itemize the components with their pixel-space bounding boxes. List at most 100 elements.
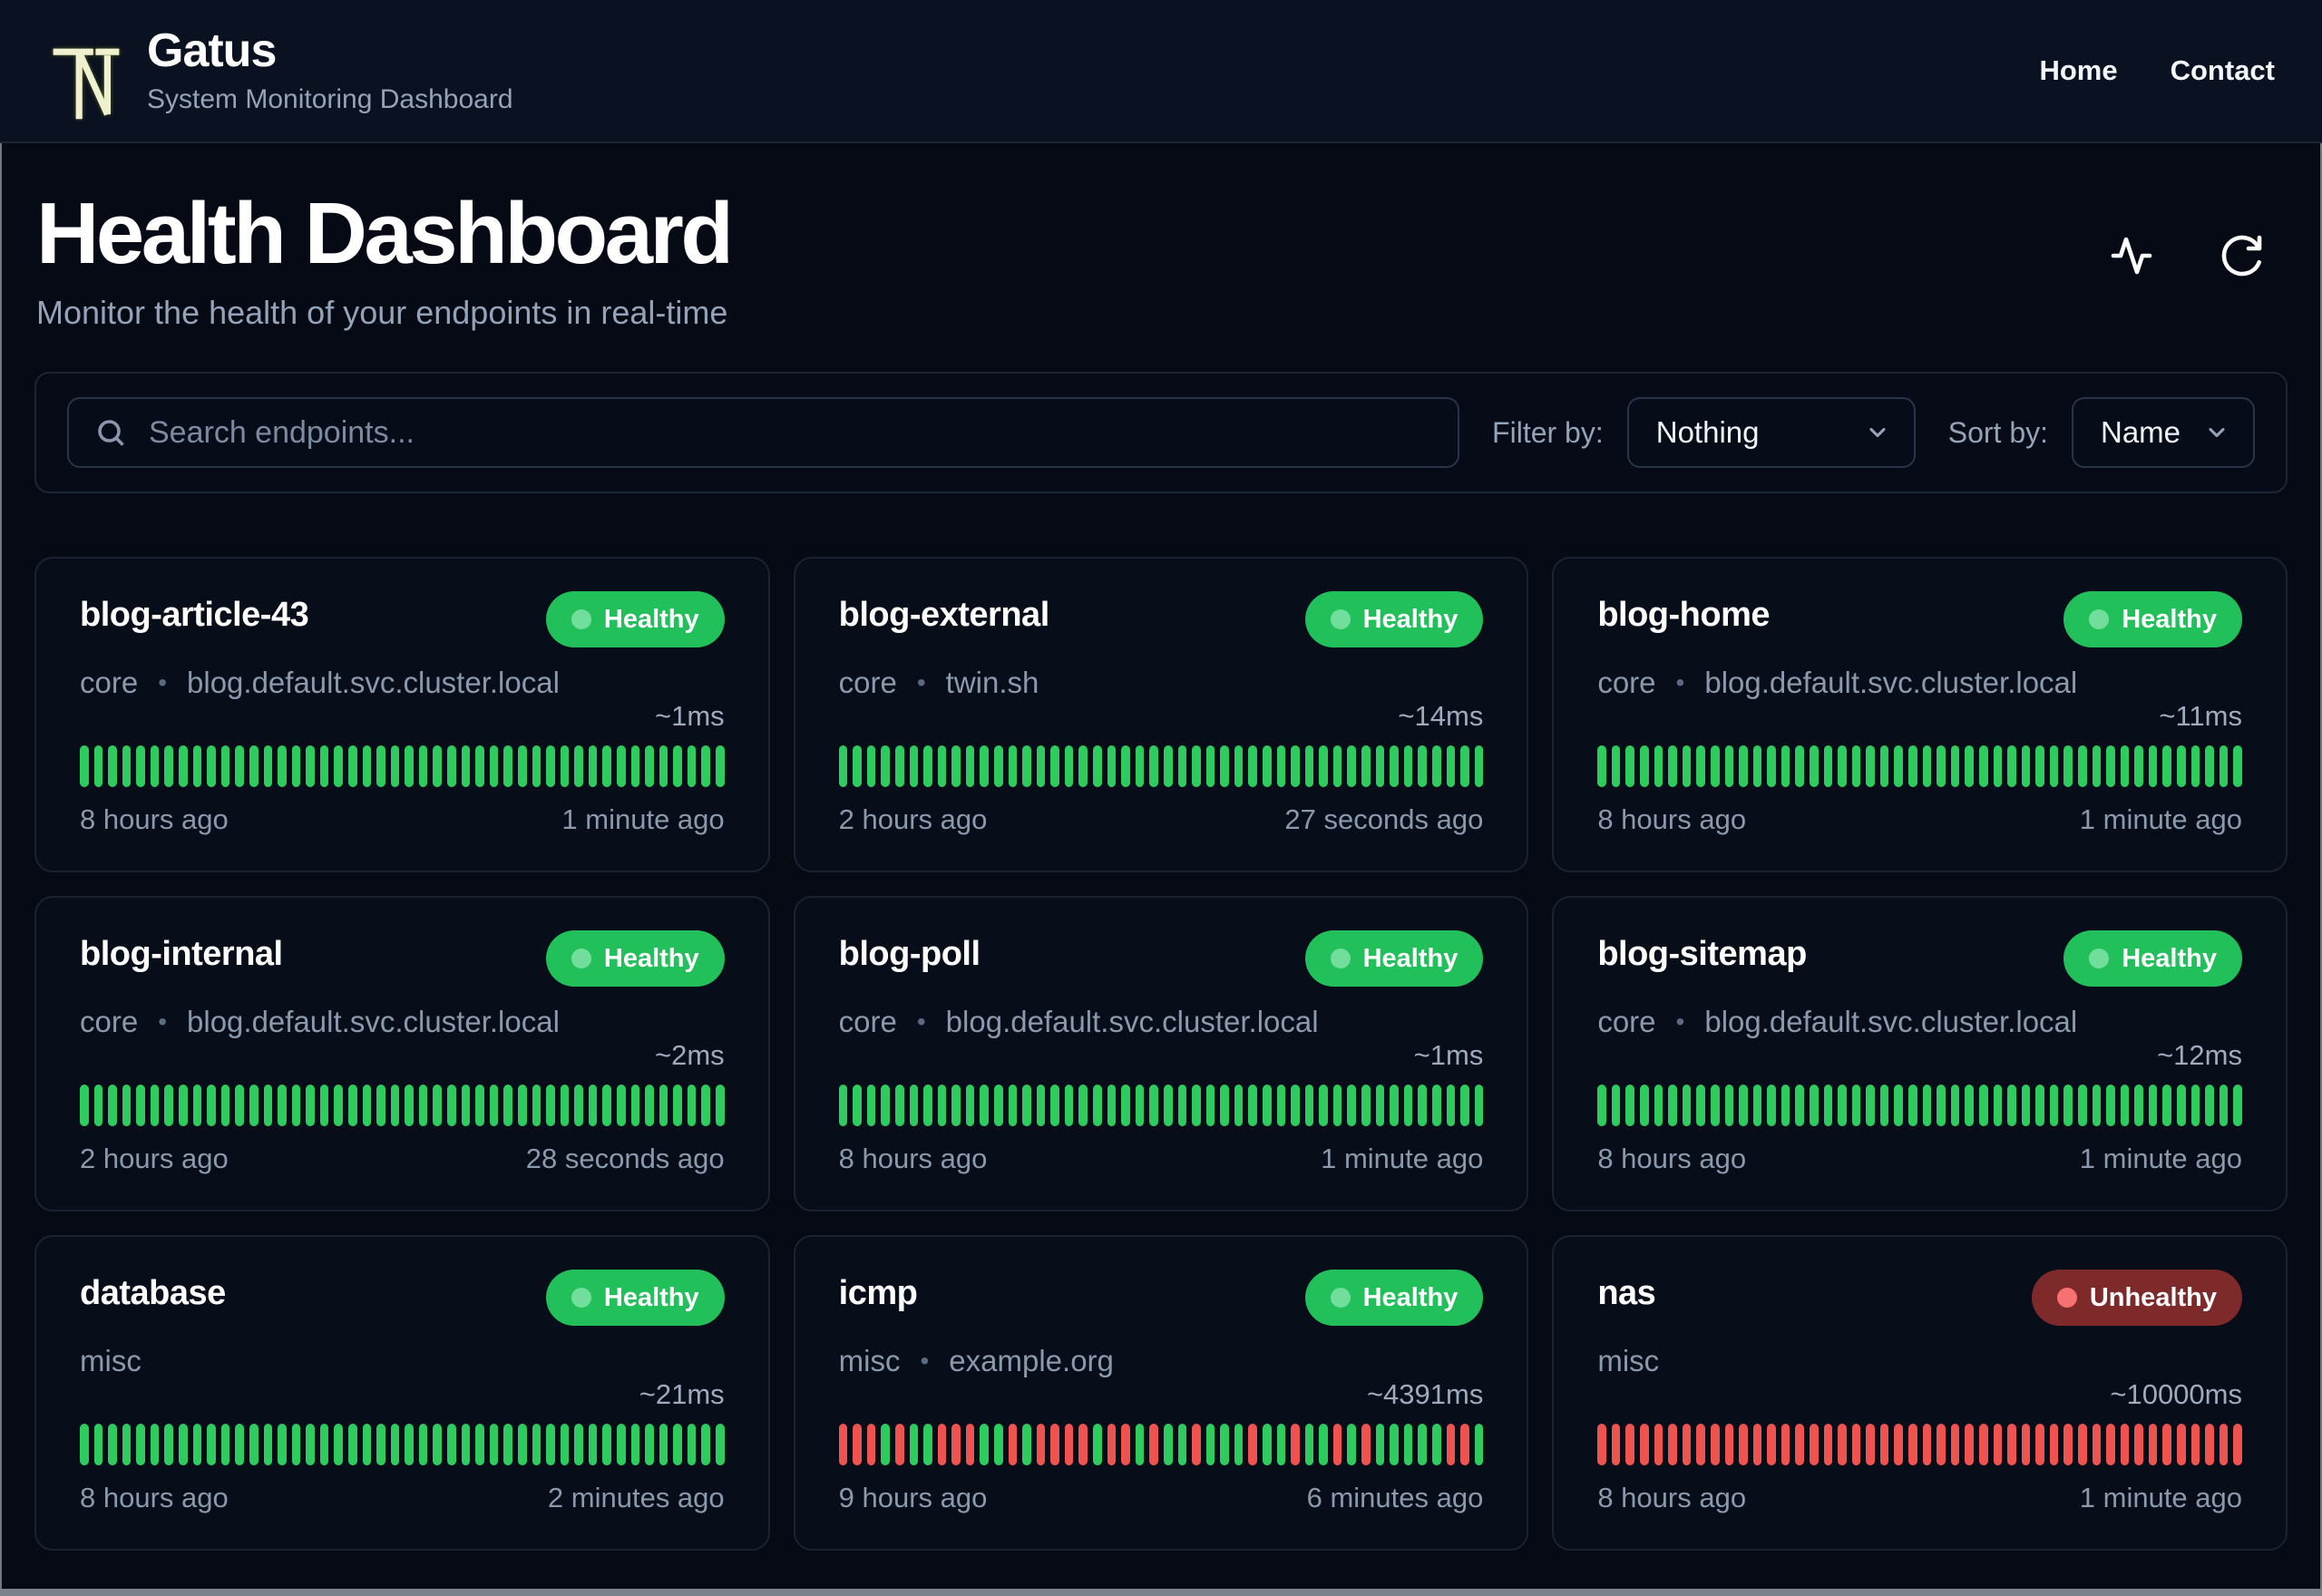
uptime-bar[interactable] — [687, 1085, 697, 1126]
uptime-bar[interactable] — [278, 1424, 287, 1465]
uptime-bar[interactable] — [362, 1085, 372, 1126]
uptime-bar[interactable] — [965, 745, 975, 787]
uptime-bar[interactable] — [2049, 745, 2059, 787]
uptime-bar[interactable] — [1922, 1424, 1932, 1465]
uptime-bar[interactable] — [1403, 1085, 1413, 1126]
uptime-bar[interactable] — [1625, 1424, 1635, 1465]
uptime-bar[interactable] — [390, 745, 400, 787]
uptime-bar[interactable] — [2219, 745, 2229, 787]
uptime-bar[interactable] — [1332, 1424, 1342, 1465]
uptime-bar[interactable] — [909, 1424, 919, 1465]
uptime-bar[interactable] — [418, 745, 428, 787]
uptime-bar[interactable] — [1752, 1085, 1762, 1126]
uptime-bar[interactable] — [980, 745, 990, 787]
uptime-bar[interactable] — [574, 1085, 583, 1126]
uptime-bar[interactable] — [1446, 1085, 1456, 1126]
uptime-bar[interactable] — [1640, 745, 1649, 787]
uptime-bar[interactable] — [1375, 1085, 1385, 1126]
uptime-bar[interactable] — [489, 1085, 499, 1126]
uptime-bar[interactable] — [881, 1424, 890, 1465]
uptime-bar[interactable] — [853, 745, 862, 787]
uptime-bar[interactable] — [1205, 745, 1215, 787]
uptime-bar[interactable] — [517, 1085, 527, 1126]
uptime-bar[interactable] — [1894, 745, 1904, 787]
uptime-bar[interactable] — [1978, 1424, 1988, 1465]
uptime-bar[interactable] — [164, 1424, 174, 1465]
uptime-bar[interactable] — [80, 745, 89, 787]
uptime-bar[interactable] — [1263, 745, 1272, 787]
uptime-bar[interactable] — [965, 1424, 975, 1465]
uptime-bar[interactable] — [433, 1424, 443, 1465]
uptime-bar[interactable] — [1682, 1085, 1692, 1126]
uptime-bar[interactable] — [220, 1424, 230, 1465]
uptime-bar[interactable] — [376, 1085, 385, 1126]
sort-select[interactable]: Name — [2072, 397, 2255, 468]
uptime-bar[interactable] — [2205, 1085, 2214, 1126]
uptime-bar[interactable] — [894, 1085, 904, 1126]
uptime-bar[interactable] — [1177, 1085, 1187, 1126]
uptime-bar[interactable] — [150, 1085, 160, 1126]
uptime-bar[interactable] — [1866, 1085, 1875, 1126]
uptime-bar[interactable] — [1022, 745, 1031, 787]
uptime-bar[interactable] — [1149, 745, 1158, 787]
uptime-bar[interactable] — [1611, 1424, 1621, 1465]
uptime-bar[interactable] — [1823, 745, 1833, 787]
uptime-bar[interactable] — [2148, 1424, 2158, 1465]
uptime-bar[interactable] — [838, 745, 848, 787]
uptime-bar[interactable] — [249, 745, 259, 787]
uptime-bar[interactable] — [701, 745, 711, 787]
uptime-bar[interactable] — [1922, 745, 1932, 787]
uptime-bar[interactable] — [994, 1424, 1003, 1465]
uptime-bar[interactable] — [1879, 745, 1889, 787]
uptime-bar[interactable] — [673, 1424, 682, 1465]
uptime-bar[interactable] — [1950, 1085, 1960, 1126]
uptime-bar[interactable] — [560, 1085, 570, 1126]
uptime-bar[interactable] — [1810, 745, 1819, 787]
uptime-bar[interactable] — [376, 1424, 385, 1465]
uptime-bar[interactable] — [1050, 745, 1059, 787]
uptime-bar[interactable] — [1993, 745, 2003, 787]
endpoint-card[interactable]: icmp Healthy misc • example.org ~4391ms … — [793, 1235, 1529, 1551]
uptime-bar[interactable] — [418, 1085, 428, 1126]
uptime-bar[interactable] — [347, 1424, 357, 1465]
endpoint-card[interactable]: blog-article-43 Healthy core • blog.defa… — [34, 557, 770, 872]
uptime-bar[interactable] — [447, 1085, 456, 1126]
uptime-bar[interactable] — [306, 745, 315, 787]
uptime-bar[interactable] — [2162, 1085, 2172, 1126]
uptime-bar[interactable] — [362, 745, 372, 787]
uptime-bar[interactable] — [923, 1085, 932, 1126]
uptime-bar[interactable] — [1460, 745, 1469, 787]
uptime-bar[interactable] — [1696, 1424, 1705, 1465]
uptime-bar[interactable] — [560, 745, 570, 787]
endpoint-card[interactable]: database Healthy misc ~21ms 8 hours ago … — [34, 1235, 770, 1551]
uptime-bar[interactable] — [1234, 1085, 1244, 1126]
uptime-bar[interactable] — [2077, 1085, 2087, 1126]
uptime-bar[interactable] — [192, 745, 202, 787]
uptime-bar[interactable] — [1121, 745, 1130, 787]
uptime-bar[interactable] — [1036, 1424, 1046, 1465]
uptime-bar[interactable] — [1640, 1085, 1649, 1126]
uptime-bar[interactable] — [838, 1424, 848, 1465]
uptime-bar[interactable] — [1838, 745, 1847, 787]
uptime-bar[interactable] — [951, 1424, 961, 1465]
uptime-bar[interactable] — [894, 1424, 904, 1465]
uptime-bar[interactable] — [1107, 745, 1117, 787]
uptime-bar[interactable] — [2233, 1085, 2242, 1126]
uptime-bar[interactable] — [179, 1085, 188, 1126]
uptime-bar[interactable] — [965, 1085, 975, 1126]
uptime-bar[interactable] — [405, 1424, 414, 1465]
uptime-bar[interactable] — [1937, 1085, 1946, 1126]
uptime-bar[interactable] — [1022, 1424, 1031, 1465]
uptime-bar[interactable] — [1937, 1424, 1946, 1465]
uptime-bar[interactable] — [1611, 745, 1621, 787]
uptime-bar[interactable] — [1851, 745, 1861, 787]
uptime-bar[interactable] — [1064, 1424, 1074, 1465]
uptime-bar[interactable] — [1163, 1424, 1173, 1465]
uptime-bar[interactable] — [475, 1085, 484, 1126]
uptime-bar[interactable] — [207, 745, 216, 787]
uptime-bar[interactable] — [2177, 1424, 2186, 1465]
uptime-bar[interactable] — [136, 745, 145, 787]
uptime-bar[interactable] — [1008, 1424, 1018, 1465]
uptime-bar[interactable] — [1879, 1424, 1889, 1465]
uptime-bar[interactable] — [1361, 745, 1371, 787]
